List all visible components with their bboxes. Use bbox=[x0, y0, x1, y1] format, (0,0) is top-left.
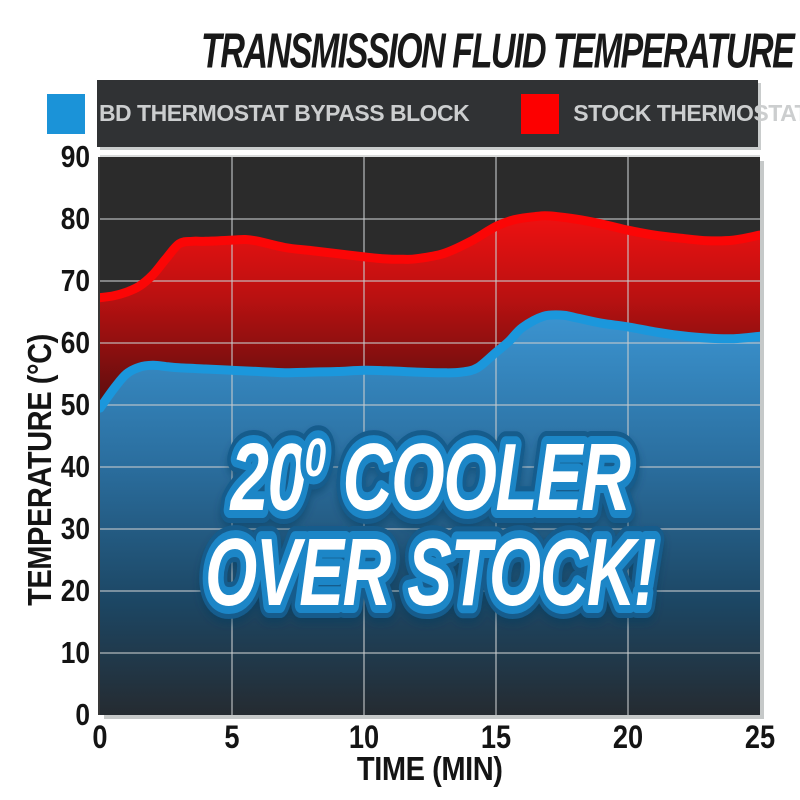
legend-item-stock-thermostat: STOCK THERMOSTAT bbox=[521, 93, 800, 134]
y-tick-label-10: 10 bbox=[60, 635, 90, 670]
promo-text-line1-inner: 200 COOLER bbox=[229, 423, 631, 531]
chart-title-text: TRANSMISSION FLUID TEMPERATURE bbox=[201, 23, 795, 79]
legend-item-bd-thermostat: BD THERMOSTAT BYPASS BLOCK bbox=[46, 93, 470, 134]
x-axis-title-text: TIME (MIN) bbox=[357, 750, 503, 787]
x-tick-label-5: 5 bbox=[224, 719, 240, 755]
x-tick-label-0: 0 bbox=[92, 719, 108, 755]
legend: BD THERMOSTAT BYPASS BLOCK STOCK THERMOS… bbox=[46, 80, 800, 147]
promo-text-line1-outer: 200 COOLER bbox=[229, 423, 631, 531]
y-tick-label-50: 50 bbox=[60, 387, 90, 422]
series-stock-thermostat-line bbox=[100, 211, 760, 303]
x-axis-title: TIME (MIN) bbox=[100, 750, 760, 788]
y-tick-label-20: 20 bbox=[60, 573, 90, 608]
x-tick-label-10: 10 bbox=[348, 719, 380, 755]
legend-swatch-blue-icon bbox=[46, 93, 85, 134]
gridlines bbox=[100, 157, 760, 715]
series-bd-bypass-area bbox=[100, 314, 760, 715]
legend-swatch-red-icon bbox=[521, 93, 560, 134]
y-tick-label-80: 80 bbox=[60, 201, 90, 236]
legend-label-stock-thermostat: STOCK THERMOSTAT bbox=[573, 100, 800, 126]
y-tick-label-60: 60 bbox=[60, 325, 90, 360]
legend-label-bd-thermostat: BD THERMOSTAT BYPASS BLOCK bbox=[98, 100, 470, 126]
x-tick-label-25: 25 bbox=[744, 719, 776, 755]
y-tick-label-70: 70 bbox=[60, 263, 90, 298]
y-tick-label-30: 30 bbox=[60, 511, 90, 546]
y-tick-label-40: 40 bbox=[60, 449, 90, 484]
y-tick-label-90: 90 bbox=[60, 139, 90, 174]
promo-text-line2-inner: OVER STOCK! bbox=[205, 518, 656, 626]
chart-title: TRANSMISSION FLUID TEMPERATURE bbox=[97, 22, 795, 78]
promo-text-line2-outer: OVER STOCK! bbox=[205, 518, 656, 626]
series-bd-bypass-line bbox=[100, 310, 760, 413]
x-tick-label-20: 20 bbox=[612, 719, 644, 755]
x-tick-label-15: 15 bbox=[480, 719, 512, 755]
y-tick-label-0: 0 bbox=[75, 697, 90, 732]
